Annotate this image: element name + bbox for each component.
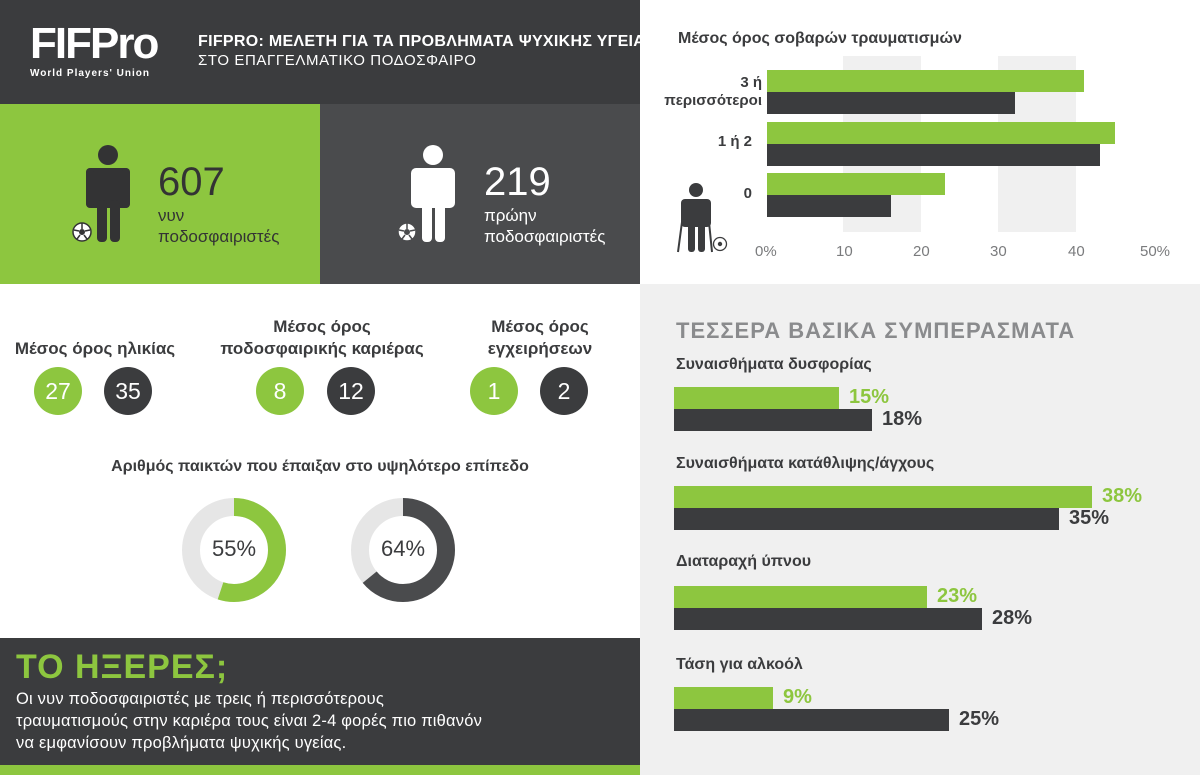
football-icon <box>397 222 417 242</box>
football-icon <box>712 236 728 252</box>
avg-age-current: 27 <box>34 367 82 415</box>
current-player-icon <box>72 145 130 242</box>
x-tick: 50% <box>1140 243 1171 260</box>
did-you-know-title: ΤΟ ΗΞΕΡΕΣ; <box>16 648 229 686</box>
avg-age-former: 35 <box>104 367 152 415</box>
injury-bar-former <box>767 144 1100 166</box>
conclusion-label: Συναισθήματα δυσφορίας <box>676 356 872 373</box>
conclusion-value-current: 23% <box>937 585 978 607</box>
avg-surgeries-current: 1 <box>470 367 518 415</box>
injury-bar-former <box>767 92 1015 114</box>
donut-former-label: 64% <box>380 536 426 561</box>
x-tick: 30 <box>990 243 1007 260</box>
conclusion-label: Τάση για αλκοόλ <box>676 656 803 673</box>
conclusion-value-former: 28% <box>992 607 1033 629</box>
logo-wordmark: FIFPro <box>30 19 159 68</box>
conclusion-bar-current <box>674 687 773 709</box>
current-players-label: νυν ποδοσφαιριστές <box>158 206 280 246</box>
conclusion-value-current: 38% <box>1102 485 1143 507</box>
injury-cat-0: 0 <box>743 185 752 202</box>
logo-tagline: World Players' Union <box>30 68 150 79</box>
injury-bar-current <box>767 122 1116 144</box>
current-players-panel <box>0 104 320 284</box>
avg-surgeries-title: Μέσος όρος εγχειρήσεων <box>487 317 593 358</box>
conclusion-bar-former <box>674 709 949 731</box>
donut-former-arc <box>351 498 455 602</box>
x-tick: 10 <box>836 243 853 260</box>
top-level-title: Αριθμός παικτών που έπαιξαν στο υψηλότερ… <box>111 458 529 475</box>
former-players-count: 219 <box>484 160 551 204</box>
header-bar <box>0 0 640 104</box>
page-subtitle: ΣΤΟ ΕΠΑΓΓΕΛΜΑΤΙΚΟ ΠΟΔΟΣΦΑΙΡΟ <box>198 52 477 69</box>
injured-player-icon <box>677 183 728 253</box>
did-you-know-accent <box>0 765 640 775</box>
did-you-know-text: Οι νυν ποδοσφαιριστές με τρεις ή περισσό… <box>16 690 483 752</box>
conclusions-title: ΤΕΣΣΕΡΑ ΒΑΣΙΚΑ ΣΥΜΠΕΡΑΣΜΑΤΑ <box>676 318 1076 343</box>
avg-surgeries-former: 2 <box>540 367 588 415</box>
injury-bar-current <box>767 173 946 195</box>
donut-former <box>351 498 455 602</box>
x-tick: 40 <box>1068 243 1085 260</box>
injury-bar-former <box>767 195 891 217</box>
football-icon <box>72 222 92 242</box>
fifpro-logo: FIFPro World Players' Union <box>30 19 159 80</box>
avg-career-former: 12 <box>327 367 375 415</box>
avg-career-current: 8 <box>256 367 304 415</box>
x-tick: 0% <box>755 243 777 260</box>
conclusion-value-former: 25% <box>959 708 1000 730</box>
crutch-icon <box>677 221 713 253</box>
page-title: FIFPRO: ΜΕΛΕΤΗ ΓΙΑ ΤΑ ΠΡΟΒΛΗΜΑΤΑ ΨΥΧΙΚΗΣ… <box>198 33 656 50</box>
donut-current <box>182 498 286 602</box>
donut-current-label: 55% <box>211 536 257 561</box>
conclusion-bar-former <box>674 409 872 431</box>
current-players-count: 607 <box>158 160 225 204</box>
donut-current-arc <box>182 498 286 602</box>
injury-bar-current <box>767 70 1085 92</box>
avg-career-title: Μέσος όρος ποδοσφαιρικής καριέρας <box>220 317 424 358</box>
injury-cat-3plus: 3 ή περισσότεροι <box>664 74 762 109</box>
conclusion-value-current: 15% <box>849 386 890 408</box>
conclusion-bar-current <box>674 586 927 608</box>
conclusion-bar-former <box>674 608 982 630</box>
avg-age-title: Μέσος όρος ηλικίας <box>14 339 176 358</box>
conclusion-bar-current <box>674 486 1092 508</box>
conclusion-value-former: 35% <box>1069 507 1110 529</box>
former-player-icon <box>397 145 455 242</box>
conclusion-value-former: 18% <box>882 408 923 430</box>
former-players-panel <box>320 104 640 284</box>
conclusion-label: Διαταραχή ύπνου <box>676 553 812 570</box>
conclusion-value-current: 9% <box>783 686 812 708</box>
did-you-know-panel <box>0 638 640 775</box>
injury-cat-1or2: 1 ή 2 <box>717 133 752 150</box>
x-tick: 20 <box>913 243 930 260</box>
conclusion-bar-former <box>674 508 1059 530</box>
former-players-label: πρώην ποδοσφαιριστές <box>484 206 606 246</box>
conclusion-bar-current <box>674 387 839 409</box>
conclusion-label: Συναισθήματα κατάθλιψης/άγχους <box>676 455 935 472</box>
injuries-title: Μέσος όρος σοβαρών τραυματισμών <box>678 30 962 47</box>
